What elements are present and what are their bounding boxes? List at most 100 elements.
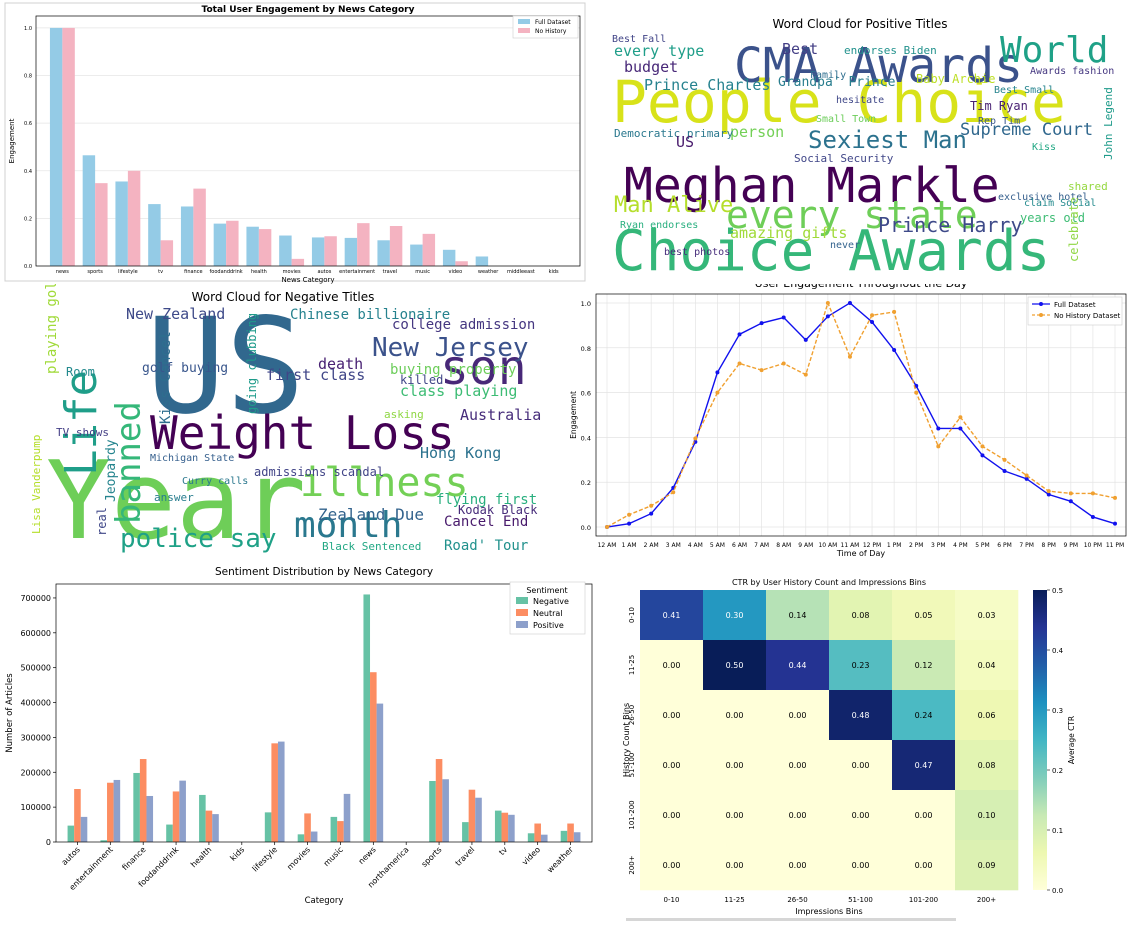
- heatmap-cell: [703, 690, 767, 741]
- bar-sports-1: [435, 759, 443, 842]
- wordcloud-word: killed: [400, 373, 443, 387]
- heatmap-cell: [640, 590, 704, 641]
- cell-label: 0.03: [978, 611, 996, 620]
- bar-finance-2: [146, 795, 154, 842]
- bar-health-0: [246, 226, 259, 266]
- bar-entertainment-1: [107, 782, 114, 842]
- negative-wordcloud-title: Word Cloud for Negative Titles: [191, 290, 375, 304]
- bar-finance-1: [139, 759, 147, 842]
- engagement-by-category-panel: Total User Engagement by News Category 0.…: [0, 0, 590, 284]
- x-tick-label: 51-100: [848, 896, 873, 904]
- data-point: [1090, 491, 1095, 496]
- data-point: [847, 354, 852, 359]
- engagement-by-category-chart: Total User Engagement by News Category 0.…: [4, 2, 586, 284]
- x-tick-label: sports: [87, 269, 103, 275]
- heatmap-cell: [640, 740, 704, 791]
- x-tick-label: 11 AM: [841, 542, 860, 549]
- x-tick-label: video: [449, 269, 463, 275]
- bar-sports-1: [95, 183, 108, 266]
- y-tick-label: 0.0: [581, 524, 591, 532]
- heatmap-cell: [955, 840, 1019, 891]
- heatmap-cell: [955, 590, 1019, 641]
- heatmap-cell: [892, 840, 956, 891]
- legend-label: Neutral: [533, 609, 563, 618]
- wordcloud-word: shared: [1068, 180, 1108, 193]
- x-tick-label: travel: [454, 845, 477, 868]
- data-point: [693, 436, 698, 441]
- cell-label: 0.08: [852, 611, 870, 620]
- x-tick-label: autos: [60, 845, 82, 867]
- heatmap-cell: [640, 690, 704, 741]
- data-point: [803, 372, 808, 377]
- x-tick-label: 10 PM: [1084, 542, 1102, 549]
- bar-lifestyle-0: [115, 181, 128, 266]
- bar-autos-1: [74, 789, 81, 842]
- engagement-by-hour-panel: User Engagement Throughout the Day 0.0 0.2…: [566, 284, 1130, 564]
- bar-foodanddrink-0: [213, 223, 227, 266]
- legend-label: No History Dataset: [1054, 312, 1121, 320]
- positive-wordcloud-title: Word Cloud for Positive Titles: [772, 17, 948, 31]
- plot-border: [595, 293, 1127, 537]
- wordcloud-word: budget: [624, 58, 678, 76]
- wordcloud-word: Social Security: [794, 152, 894, 165]
- y-tick-label: 100000: [20, 803, 51, 812]
- y-tick-label: 0.2: [581, 479, 591, 487]
- data-point: [715, 390, 720, 395]
- wordcloud-word: admissions scandal: [254, 465, 384, 479]
- cell-label: 0.00: [915, 861, 933, 870]
- y-tick-label: 1.0: [24, 26, 32, 32]
- cell-label: 0.10: [978, 811, 996, 820]
- heatmap-cell: [703, 790, 767, 841]
- colorbar-tick-label: 0.5: [1052, 587, 1063, 595]
- bar-entertainment-0: [100, 840, 108, 842]
- x-tick-label: lifestyle: [118, 269, 138, 275]
- wordcloud-word: going clubbing: [245, 313, 259, 414]
- bar-travel-1: [389, 226, 403, 266]
- wordcloud-word: Weight Loss: [150, 406, 455, 460]
- data-point: [1024, 476, 1029, 481]
- data-point: [1046, 492, 1051, 497]
- colorbar-tick-label: 0.0: [1052, 887, 1063, 895]
- data-point: [1090, 514, 1095, 519]
- legend-marker: [1039, 302, 1043, 306]
- data-point: [936, 444, 941, 449]
- x-tick-label: 9 AM: [798, 542, 813, 549]
- cell-label: 0.00: [663, 861, 681, 870]
- cell-label: 0.04: [978, 661, 996, 670]
- cell-label: 0.00: [663, 711, 681, 720]
- cell-label: 0.00: [915, 811, 933, 820]
- wordcloud-word: illness: [300, 460, 469, 506]
- bar-music-0: [330, 816, 338, 842]
- legend-swatch: [516, 609, 528, 616]
- panel-frame: [4, 2, 586, 282]
- x-tick-label: health: [251, 269, 267, 275]
- wordcloud-word: Jeopardy: [104, 439, 119, 502]
- x-tick-label: travel: [383, 269, 398, 275]
- x-axis-label: News Category: [281, 276, 334, 284]
- sentiment-by-category-chart: Sentiment Distribution by News Category 0…: [5, 566, 593, 906]
- colorbar-tick-label: 0.3: [1052, 707, 1063, 715]
- bar-entertainment-1: [357, 223, 370, 266]
- wordcloud-word: Prince Harry: [878, 213, 1023, 237]
- bar-autos-0: [311, 237, 325, 266]
- bar-travel-2: [475, 797, 482, 842]
- y-axis-label: Engagement: [8, 118, 16, 163]
- wordcloud-word: US: [146, 290, 305, 444]
- sentiment-by-category-panel: Sentiment Distribution by News Category 0…: [0, 564, 600, 926]
- x-tick-label: 101-200: [909, 896, 938, 904]
- data-point: [781, 315, 786, 320]
- bar-weather-1: [567, 823, 574, 842]
- data-point: [958, 426, 963, 431]
- bar-lifestyle-2: [277, 741, 285, 842]
- x-tick-label: 12 PM: [863, 542, 881, 549]
- y-tick-label: 0.0: [24, 264, 32, 270]
- colorbar-tick-label: 0.1: [1052, 827, 1063, 835]
- x-tick-label: 7 AM: [754, 542, 769, 549]
- colorbar-tick-label: 0.4: [1052, 647, 1064, 655]
- x-tick-label: 0-10: [664, 896, 680, 904]
- bar-video-0: [442, 249, 456, 266]
- data-point: [627, 512, 632, 517]
- data-point: [627, 521, 632, 526]
- cell-label: 0.00: [663, 661, 681, 670]
